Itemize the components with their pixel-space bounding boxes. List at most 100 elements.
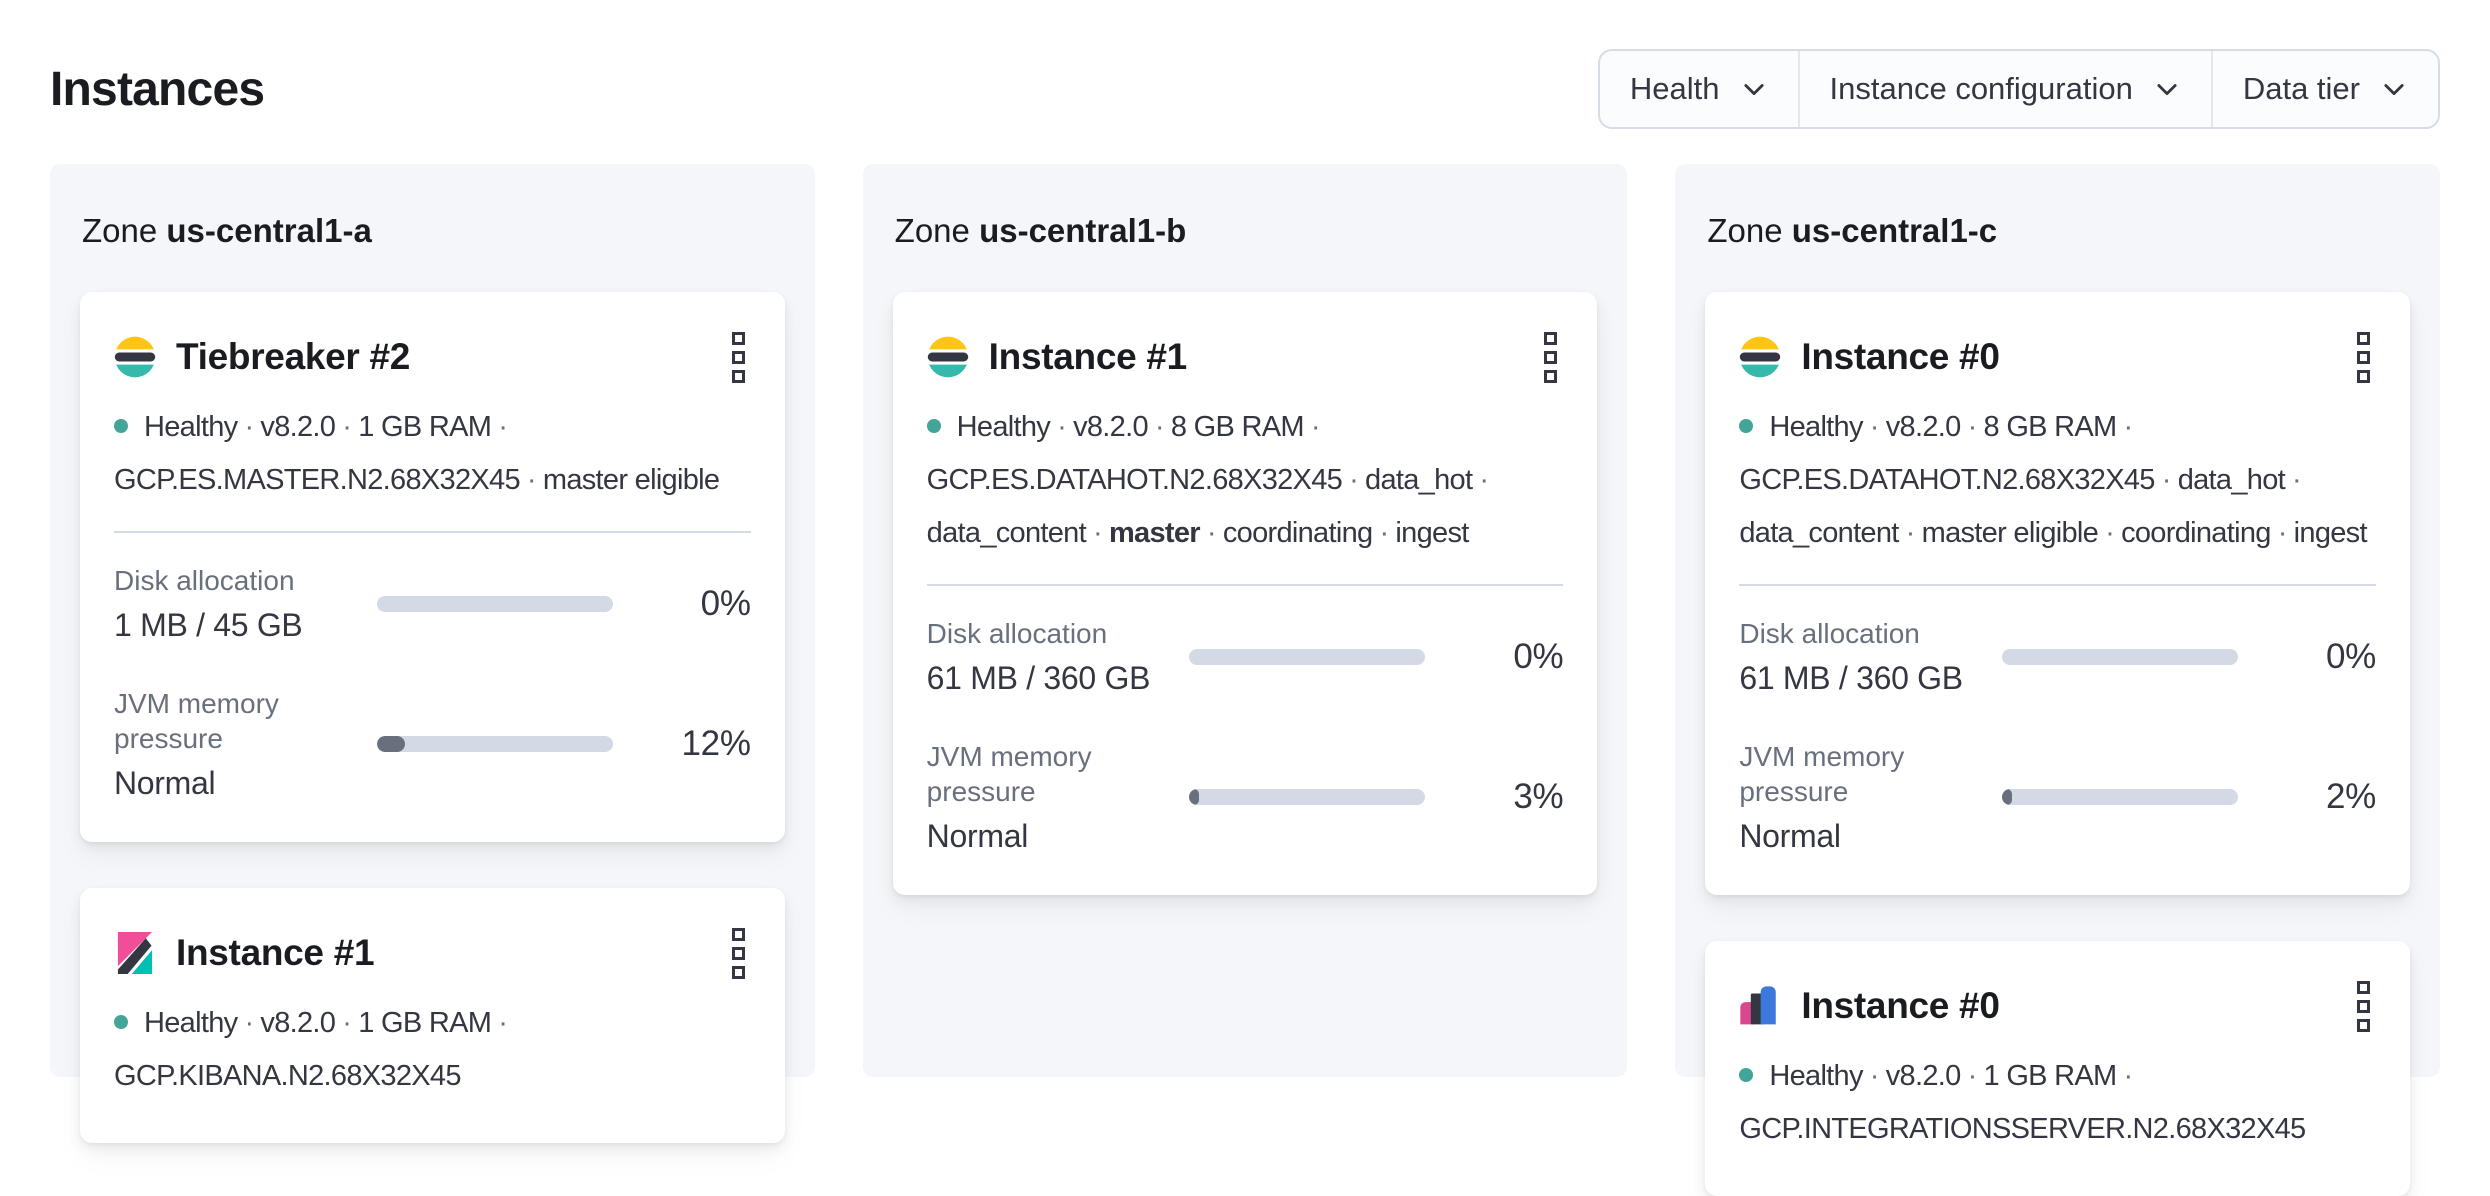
health-status-dot — [114, 1015, 128, 1030]
instance-title[interactable]: Instance #0 — [1801, 335, 2000, 377]
elasticsearch-logo — [1739, 336, 1781, 378]
meta-separator: · — [342, 411, 352, 443]
card-header: Instance #1 — [927, 328, 1564, 385]
zone-cards: Instance #1 Healthy · v8.2.0 · 8 GB RAM · GCP.… — [892, 292, 1598, 895]
meta-separator: · — [498, 1007, 508, 1039]
meta-separator: · — [526, 464, 537, 496]
metric-value: Normal — [926, 818, 1029, 854]
metric-value: 61 MB / 360 GB — [926, 660, 1151, 696]
metric-percent: 12% — [681, 724, 751, 763]
meta-item: master eligible — [1921, 517, 2099, 549]
integrations-server-logo — [1739, 985, 1781, 1027]
instance-title[interactable]: Instance #1 — [176, 931, 375, 973]
meta-item: coordinating — [1222, 517, 1373, 549]
progress-bar-fill — [2002, 789, 2013, 805]
filter-group: Health Instance configuration Data tier — [1597, 49, 2440, 129]
instance-meta-line: GCP.KIBANA.N2.68X32X45 — [114, 1050, 751, 1103]
meta-separator: · — [2277, 517, 2288, 549]
page-header: Instances Health Instance configuration … — [50, 48, 2440, 130]
card-divider — [926, 584, 1564, 586]
health-status-dot — [1739, 419, 1754, 434]
instance-actions-button[interactable] — [726, 330, 751, 385]
metric-percent: 0% — [1513, 636, 1564, 676]
instance-actions-button[interactable] — [1538, 330, 1563, 385]
meta-separator: · — [2123, 1060, 2134, 1092]
meta-item: v8.2.0 — [1885, 411, 1962, 443]
meta-separator: · — [2292, 464, 2302, 496]
meta-separator: · — [498, 411, 508, 443]
filter-button-instance-configuration[interactable]: Instance configuration — [1797, 51, 2211, 127]
zone-header: Zone us-central1-b — [895, 212, 1598, 250]
meta-item: master eligible — [542, 464, 720, 496]
metric-label: Disk allocation — [114, 565, 295, 596]
instance-actions-button[interactable] — [726, 926, 751, 981]
instance-card: Instance #1 Healthy · v8.2.0 · 1 GB RAM · GCP.… — [80, 888, 785, 1143]
meta-item: 1 GB RAM — [358, 1007, 492, 1039]
instance-actions-button[interactable] — [2351, 979, 2376, 1034]
meta-separator: · — [1869, 411, 1880, 443]
meta-item: Healthy — [1769, 411, 1863, 443]
zone-name: us-central1-a — [166, 212, 372, 249]
zone-header: Zone us-central1-a — [82, 212, 785, 250]
meta-separator: · — [1206, 517, 1217, 549]
instance-card: Instance #0 Healthy · v8.2.0 · 8 GB RAM · GCP.… — [1705, 292, 2411, 895]
metric-label: JVM memory pressure — [1739, 741, 1905, 807]
metric-label: Disk allocation — [926, 618, 1108, 649]
meta-item: data_content — [1739, 517, 1899, 549]
card-header: Instance #1 — [114, 924, 751, 981]
meta-separator: · — [1154, 411, 1165, 443]
instance-meta-line: GCP.ES.DATAHOT.N2.68X32X45 · data_hot · — [927, 454, 1564, 507]
meta-separator: · — [1967, 1060, 1978, 1092]
meta-item: Healthy — [144, 1007, 238, 1039]
metric-row: JVM memory pressure Normal 2% — [1739, 739, 2376, 855]
chevron-down-icon — [2153, 75, 2181, 103]
instance-meta-line: data_content · master · coordinating · ingest — [927, 507, 1564, 560]
meta-item: 1 GB RAM — [358, 411, 492, 443]
zones-container: Zone us-central1-a Tiebreaker #2 Healthy… — [50, 164, 2441, 1196]
instance-card: Tiebreaker #2 Healthy · v8.2.0 · 1 GB RAM · GC… — [80, 292, 785, 842]
progress-bar-fill — [1189, 789, 1200, 805]
instance-title[interactable]: Instance #1 — [988, 335, 1188, 377]
boxes-vertical-icon — [2357, 332, 2371, 383]
filter-label: Instance configuration — [1829, 71, 2133, 106]
metric-value: Normal — [114, 765, 216, 801]
filter-label: Data tier — [2242, 71, 2360, 106]
elasticsearch-logo — [927, 336, 969, 378]
metric-label: Disk allocation — [1739, 618, 1920, 649]
meta-item: GCP.ES.DATAHOT.N2.68X32X45 — [1739, 464, 2155, 496]
boxes-vertical-icon — [731, 928, 745, 979]
instance-title[interactable]: Tiebreaker #2 — [176, 335, 411, 377]
metric-row: Disk allocation 61 MB / 360 GB 0% — [1739, 616, 2376, 697]
meta-separator: · — [2105, 517, 2115, 549]
instance-meta: Healthy · v8.2.0 · 1 GB RAM · GCP.ES.MASTER.N2… — [114, 401, 751, 507]
filter-label: Health — [1629, 71, 1720, 106]
health-status-dot — [1739, 1068, 1754, 1083]
metric-row: Disk allocation 1 MB / 45 GB 0% — [114, 563, 751, 644]
card-header: Tiebreaker #2 — [114, 328, 751, 385]
metric-value: Normal — [1739, 818, 1841, 854]
meta-item: v8.2.0 — [260, 1007, 336, 1039]
progress-bar — [376, 595, 613, 612]
meta-separator: · — [244, 1007, 254, 1039]
instance-title[interactable]: Instance #0 — [1801, 984, 2000, 1026]
filter-button-health[interactable]: Health — [1600, 51, 1798, 127]
health-status-dot — [926, 419, 941, 434]
metrics: Disk allocation 61 MB / 360 GB 0% JVM me… — [927, 616, 1564, 855]
instance-meta-line: Healthy · v8.2.0 · 8 GB RAM · — [1739, 401, 2376, 454]
meta-separator: · — [1379, 517, 1389, 549]
instance-actions-button[interactable] — [2351, 330, 2376, 385]
boxes-vertical-icon — [2357, 981, 2371, 1032]
zone-name: us-central1-c — [1791, 212, 1998, 249]
card-divider — [114, 531, 751, 533]
progress-bar — [2002, 648, 2239, 665]
filter-button-data-tier[interactable]: Data tier — [2210, 51, 2438, 127]
meta-item: Healthy — [1769, 1060, 1863, 1092]
meta-separator: · — [342, 1007, 352, 1039]
kibana-logo — [114, 931, 156, 974]
meta-item: ingest — [2293, 517, 2368, 549]
meta-item: master — [1108, 517, 1201, 549]
instance-meta: Healthy · v8.2.0 · 1 GB RAM · GCP.KIBANA.N2.68… — [114, 997, 751, 1103]
card-divider — [1739, 584, 2377, 586]
meta-item: v8.2.0 — [1885, 1060, 1962, 1092]
elasticsearch-logo — [114, 336, 156, 378]
